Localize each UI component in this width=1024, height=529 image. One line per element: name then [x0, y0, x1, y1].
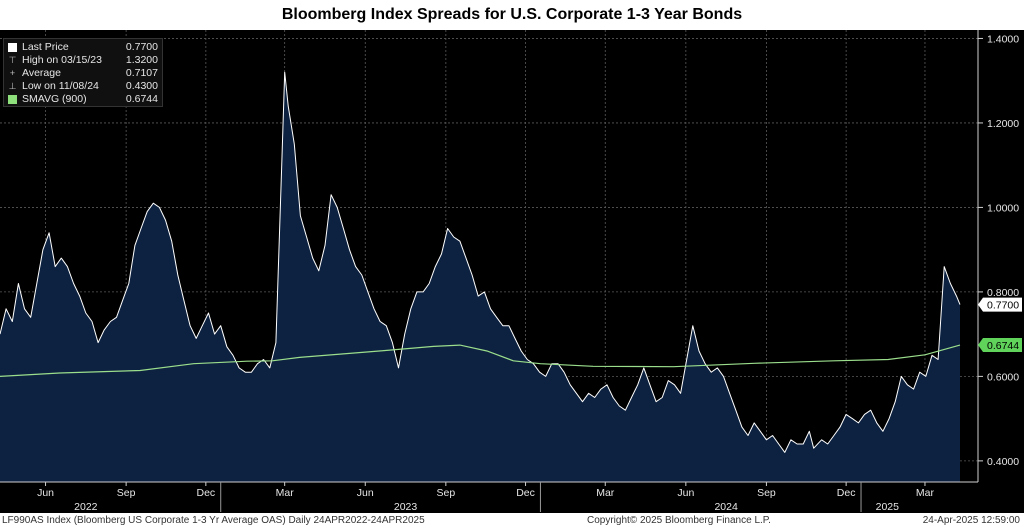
legend-name: Low on 11/08/24 — [22, 80, 99, 92]
legend-row-high: ⊤ High on 03/15/23 1.3200 — [8, 54, 160, 67]
low-marker-icon: ⊥ — [8, 81, 17, 91]
footer-timestamp: 24-Apr-2025 12:59:00 — [922, 515, 1020, 526]
legend-row-smavg: SMAVG (900) 0.6744 — [8, 93, 160, 106]
legend-row-average: + Average 0.7107 — [8, 67, 160, 80]
x-month-label: Mar — [916, 487, 935, 499]
x-month-label: Jun — [37, 487, 54, 499]
last-price-icon — [8, 43, 17, 52]
y-tick-label: 1.0000 — [987, 202, 1019, 214]
y-tick-label: 1.4000 — [987, 33, 1019, 45]
legend-value: 0.4300 — [125, 80, 158, 92]
x-month-label: Dec — [516, 487, 535, 499]
smavg-badge-bg — [978, 337, 1022, 352]
x-year-label: 2022 — [74, 501, 98, 513]
legend-row-low: ⊥ Low on 11/08/24 0.4300 — [8, 80, 160, 93]
chart-legend: Last Price 0.7700 ⊤ High on 03/15/23 1.3… — [3, 38, 163, 107]
x-month-label: Sep — [436, 487, 455, 499]
legend-value: 0.7700 — [125, 41, 158, 53]
x-month-label: Jun — [677, 487, 694, 499]
y-tick-label: 1.2000 — [987, 118, 1019, 130]
last-price-line — [0, 71, 961, 453]
x-year-label: 2025 — [876, 501, 900, 513]
y-tick-label: 0.6000 — [987, 371, 1019, 383]
last-price-badge: 0.7700 — [987, 300, 1019, 312]
x-month-label: Mar — [596, 487, 615, 499]
y-tick-label: 0.8000 — [987, 287, 1019, 299]
spread-chart: 1.4000 1.2000 1.0000 0.8000 0.6000 0.4000 Jun S… — [0, 30, 1022, 513]
x-year-label: 2024 — [714, 501, 738, 513]
legend-name: High on 03/15/23 — [22, 54, 102, 66]
x-month-label: Sep — [117, 487, 136, 499]
x-month-label: Mar — [276, 487, 295, 499]
smavg-swatch-icon — [8, 95, 17, 104]
last-price-badge-bg — [978, 297, 1022, 312]
high-marker-icon: ⊤ — [8, 55, 17, 65]
legend-name: Last Price — [22, 41, 69, 53]
smavg-badge: 0.6744 — [987, 340, 1019, 352]
legend-value: 1.3200 — [125, 54, 158, 66]
y-tick-label: 0.4000 — [987, 456, 1019, 468]
last-price-area — [0, 72, 960, 482]
footer-copyright: Copyright© 2025 Bloomberg Finance L.P. — [587, 515, 771, 526]
chart-title: Bloomberg Index Spreads for U.S. Corpora… — [281, 6, 743, 23]
x-month-label: Sep — [757, 487, 776, 499]
x-year-label: 2023 — [394, 501, 418, 513]
average-marker-icon: + — [9, 68, 16, 78]
x-month-label: Dec — [837, 487, 856, 499]
legend-name: Average — [22, 67, 61, 79]
legend-row-last-price: Last Price 0.7700 — [8, 41, 160, 54]
x-month-label: Jun — [357, 487, 374, 499]
legend-value: 0.6744 — [125, 93, 158, 105]
footer-ticker: LF990AS Index (Bloomberg US Corporate 1-… — [2, 515, 425, 526]
x-month-label: Dec — [196, 487, 215, 499]
chart-footer: LF990AS Index (Bloomberg US Corporate 1-… — [0, 513, 1024, 529]
legend-name: SMAVG (900) — [22, 93, 87, 105]
legend-value: 0.7107 — [125, 67, 158, 79]
smavg-line — [0, 344, 961, 377]
